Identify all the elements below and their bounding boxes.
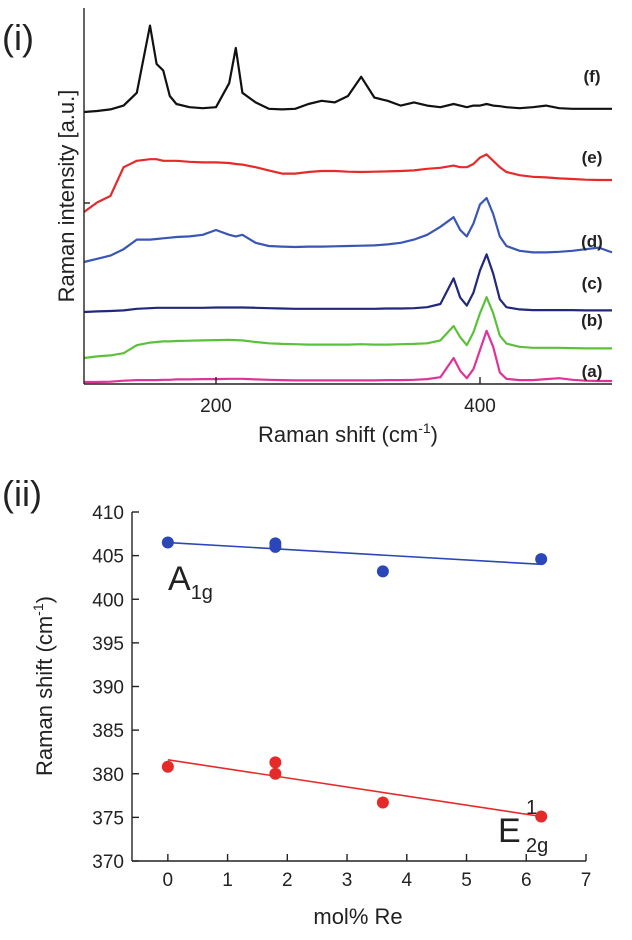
data-point-a1g bbox=[535, 553, 548, 566]
spectrum-line-d bbox=[83, 196, 613, 264]
panel-ii-x-tick-label: 0 bbox=[163, 870, 174, 891]
spectrum-line-e bbox=[83, 153, 612, 213]
panel-ii-x-tick-label: 6 bbox=[521, 870, 532, 891]
panel-ii-x-tick-label: 2 bbox=[282, 870, 293, 891]
panel-ii-x-tick-label: 4 bbox=[402, 870, 413, 891]
data-point-e12g bbox=[269, 767, 282, 780]
panel-ii-y-tick-label: 385 bbox=[92, 721, 124, 742]
panel-i-x-tick-label: 400 bbox=[464, 396, 496, 417]
panel-ii-ylabel: Raman shift (cm-1) bbox=[30, 596, 57, 776]
panel-i-x-tick-label: 200 bbox=[200, 396, 232, 417]
data-point-e12g bbox=[161, 760, 174, 773]
panel-ii-x-tick-label: 5 bbox=[461, 870, 472, 891]
panel-ii-plot bbox=[161, 536, 548, 823]
panel-ii-x-tick-label: 1 bbox=[222, 870, 233, 891]
panel-i-label: (i) bbox=[2, 17, 34, 58]
data-point-a1g bbox=[269, 537, 282, 550]
series-label-d: (d) bbox=[581, 232, 603, 251]
series-label-a: (a) bbox=[582, 362, 603, 381]
a1g-label: A1g bbox=[168, 560, 213, 604]
spectrum-line-f bbox=[83, 24, 612, 114]
panel-ii-x-tick-label: 7 bbox=[581, 870, 592, 891]
panel-ii-y-ticks: 370 375 380 385 390 395 400 405 410 bbox=[92, 503, 139, 873]
data-point-e12g bbox=[535, 810, 548, 823]
data-point-e12g bbox=[269, 756, 282, 769]
panel-i-spectra bbox=[83, 24, 613, 384]
panel-i-x-ticks: 200 400 bbox=[200, 377, 496, 417]
panel-ii-y-tick-label: 405 bbox=[92, 547, 124, 568]
fit-line-a1g bbox=[167, 541, 542, 566]
series-label-f: (f) bbox=[584, 67, 601, 86]
panel-i-series-labels: (a) (b) (c) (d) (e) (f) bbox=[581, 67, 603, 381]
panel-ii-label: (ii) bbox=[2, 473, 42, 514]
spectrum-line-a bbox=[84, 329, 612, 384]
e2g-label: E bbox=[498, 812, 521, 850]
e2g-subscript: 2g bbox=[526, 835, 548, 857]
spectrum-line-c bbox=[83, 253, 612, 314]
panel-ii-y-tick-label: 410 bbox=[92, 503, 124, 524]
series-label-b: (b) bbox=[581, 311, 603, 330]
panel-i-ylabel: Raman intensity [a.u.] bbox=[54, 90, 79, 303]
data-point-a1g bbox=[376, 565, 389, 578]
spectrum-line-b bbox=[83, 296, 612, 360]
panel-i-xlabel: Raman shift (cm-1) bbox=[258, 420, 438, 447]
fit-line-e12g bbox=[167, 758, 542, 818]
panel-ii-y-tick-label: 390 bbox=[92, 678, 124, 699]
data-point-e12g bbox=[376, 796, 389, 809]
panel-ii-y-tick-label: 395 bbox=[92, 634, 124, 655]
e2g-superscript: 1 bbox=[526, 797, 537, 819]
panel-ii-y-tick-label: 375 bbox=[92, 808, 124, 829]
data-point-a1g bbox=[161, 536, 174, 549]
panel-ii-y-tick-label: 370 bbox=[92, 852, 124, 873]
series-label-e: (e) bbox=[582, 148, 603, 167]
panel-ii-x-ticks: 0 1 2 3 4 5 6 7 bbox=[163, 854, 592, 891]
panel-ii-y-tick-label: 400 bbox=[92, 590, 124, 611]
panel-ii-x-tick-label: 3 bbox=[342, 870, 353, 891]
panel-ii-y-tick-label: 380 bbox=[92, 765, 124, 786]
panel-ii-xlabel: mol% Re bbox=[313, 904, 402, 929]
series-label-c: (c) bbox=[582, 274, 603, 293]
